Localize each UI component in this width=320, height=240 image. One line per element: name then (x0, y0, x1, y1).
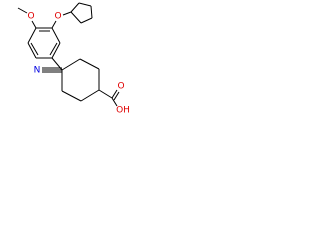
bond (51, 20, 57, 29)
bond (79, 58, 100, 70)
bond (80, 17, 93, 24)
bond (30, 42, 39, 56)
bond (70, 11, 82, 24)
bond (78, 2, 92, 7)
molecule-diagram: O O N O OH (17, 2, 130, 116)
atom-label: O (117, 82, 124, 92)
bond (113, 91, 120, 101)
bond (17, 7, 28, 14)
bonds (17, 2, 120, 107)
bond (111, 97, 118, 107)
bond (70, 2, 80, 13)
atom-label: O (54, 12, 61, 22)
bond (80, 89, 100, 102)
bond (31, 20, 37, 29)
atom-label: O (27, 12, 34, 22)
bond (27, 42, 37, 59)
bond (111, 89, 118, 99)
bond (61, 90, 82, 102)
bond (90, 5, 93, 19)
atom-label: OH (116, 106, 130, 116)
bond (62, 11, 72, 16)
atom-label: N (34, 66, 41, 76)
bond (98, 89, 113, 99)
bond (61, 58, 81, 71)
bond (51, 27, 61, 44)
bond (49, 42, 58, 56)
bond (27, 27, 37, 44)
bond (51, 42, 61, 59)
